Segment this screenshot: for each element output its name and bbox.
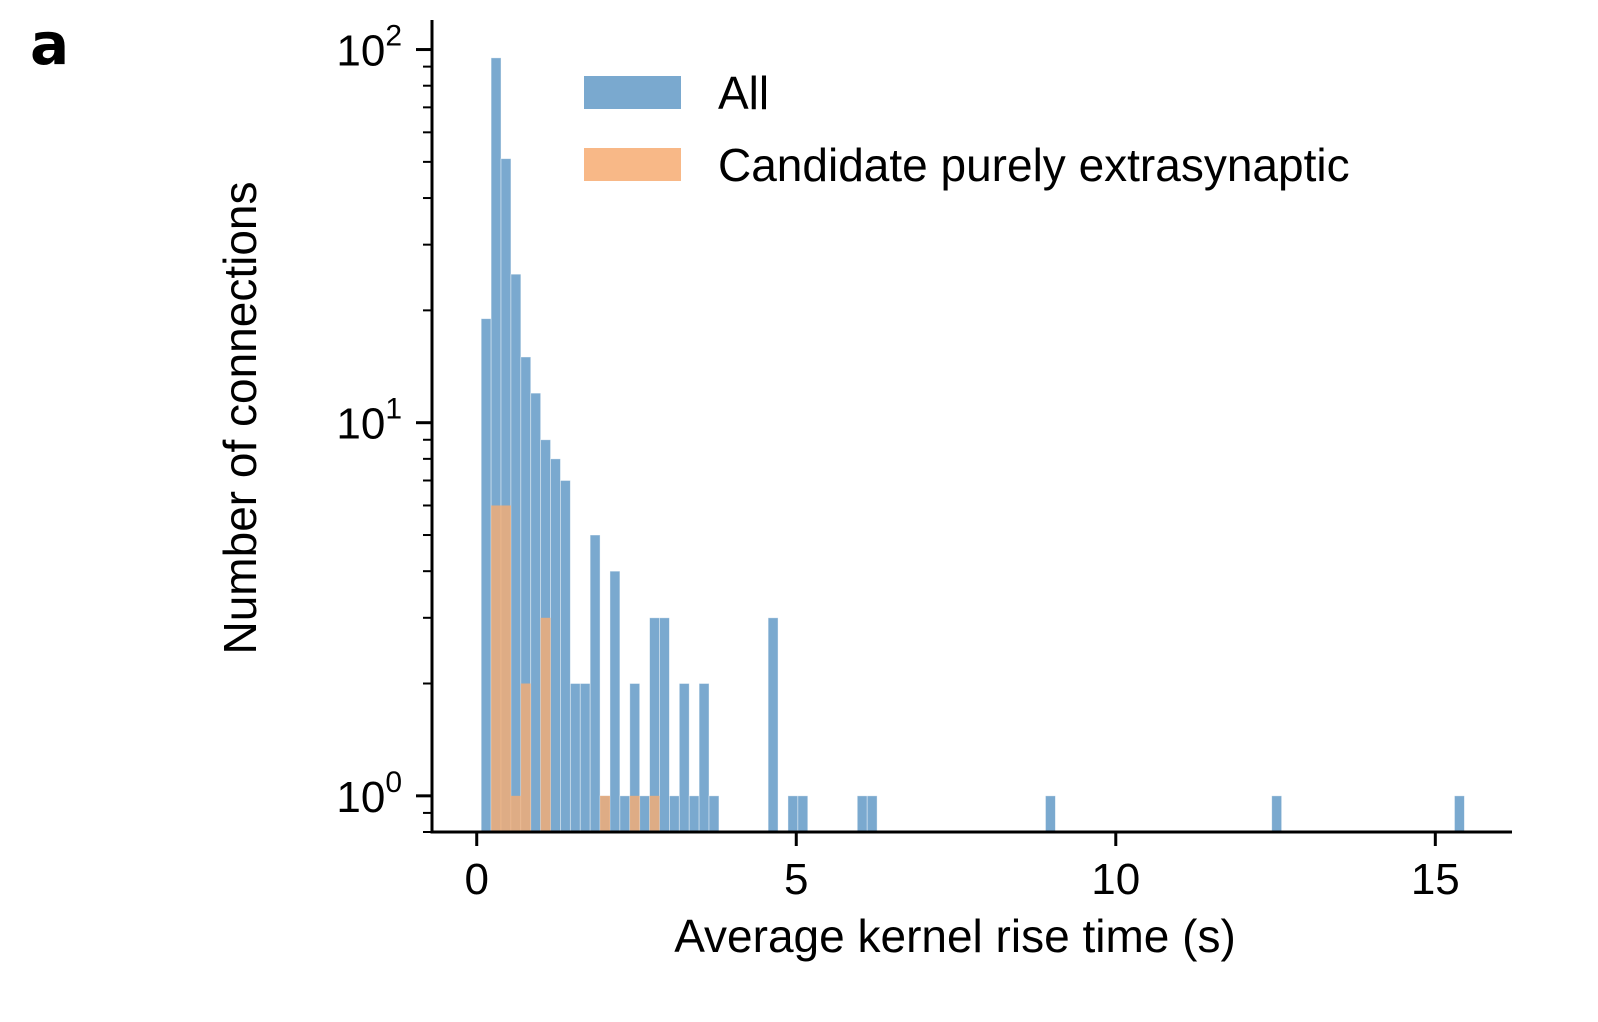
bar-all-29 [1045, 795, 1056, 833]
bar-all-31 [1454, 795, 1465, 833]
bar-candidate-6 [629, 795, 640, 832]
bar-all-16 [639, 795, 650, 833]
bar-all-25 [787, 795, 799, 833]
bar-all-10 [579, 683, 591, 833]
bar-all-14 [619, 795, 631, 833]
x-tick-label: 5 [784, 855, 808, 904]
x-axis-ticks: 0 5 10 15 [464, 832, 1460, 904]
bar-all-9 [569, 683, 581, 833]
bar-candidate-3 [520, 683, 531, 832]
y-tick-label: 101 [336, 393, 402, 449]
legend: All Candidate purely extrasynaptic [584, 67, 1350, 191]
bar-all-28 [866, 795, 878, 833]
bar-all-21 [688, 795, 700, 833]
bar-all-3 [510, 273, 522, 833]
x-tick-label: 0 [464, 855, 488, 904]
bar-candidate-1 [501, 505, 511, 832]
bar-all-19 [669, 795, 680, 833]
bar-candidate-0 [491, 505, 502, 832]
bar-all-20 [678, 683, 690, 833]
panel-label: a [30, 10, 69, 78]
legend-label-all: All [718, 67, 769, 119]
bar-candidate-4 [540, 617, 551, 832]
x-tick-label: 10 [1091, 855, 1140, 904]
legend-label-candidate: Candidate purely extrasynaptic [718, 139, 1350, 191]
bar-all-24 [767, 617, 779, 833]
bar-all-23 [708, 795, 720, 833]
y-tick-label: 102 [336, 20, 402, 76]
bar-all-22 [698, 683, 710, 833]
axes [430, 20, 1512, 834]
bar-candidate-7 [649, 795, 660, 832]
bar-all-5 [530, 392, 542, 833]
legend-swatch-candidate [584, 148, 681, 181]
bar-all-18 [659, 617, 670, 833]
y-tick-label: 100 [336, 766, 402, 822]
bar-candidate-2 [510, 795, 521, 832]
bar-all-8 [560, 480, 571, 833]
bar-all-27 [856, 795, 868, 833]
bar-all-30 [1271, 795, 1283, 833]
bar-all-0 [480, 318, 492, 833]
series-candidate-bars [491, 505, 660, 832]
x-tick-label: 15 [1411, 855, 1460, 904]
x-axis-label: Average kernel rise time (s) [674, 910, 1236, 962]
bar-all-7 [550, 458, 561, 833]
bar-candidate-5 [600, 795, 610, 832]
bar-all-13 [609, 570, 621, 833]
y-axis-label: Number of connections [214, 181, 266, 654]
bar-all-11 [589, 534, 601, 833]
y-axis-ticks: 100 101 102 [336, 20, 432, 833]
legend-swatch-all [584, 76, 681, 109]
bar-all-26 [797, 795, 809, 833]
